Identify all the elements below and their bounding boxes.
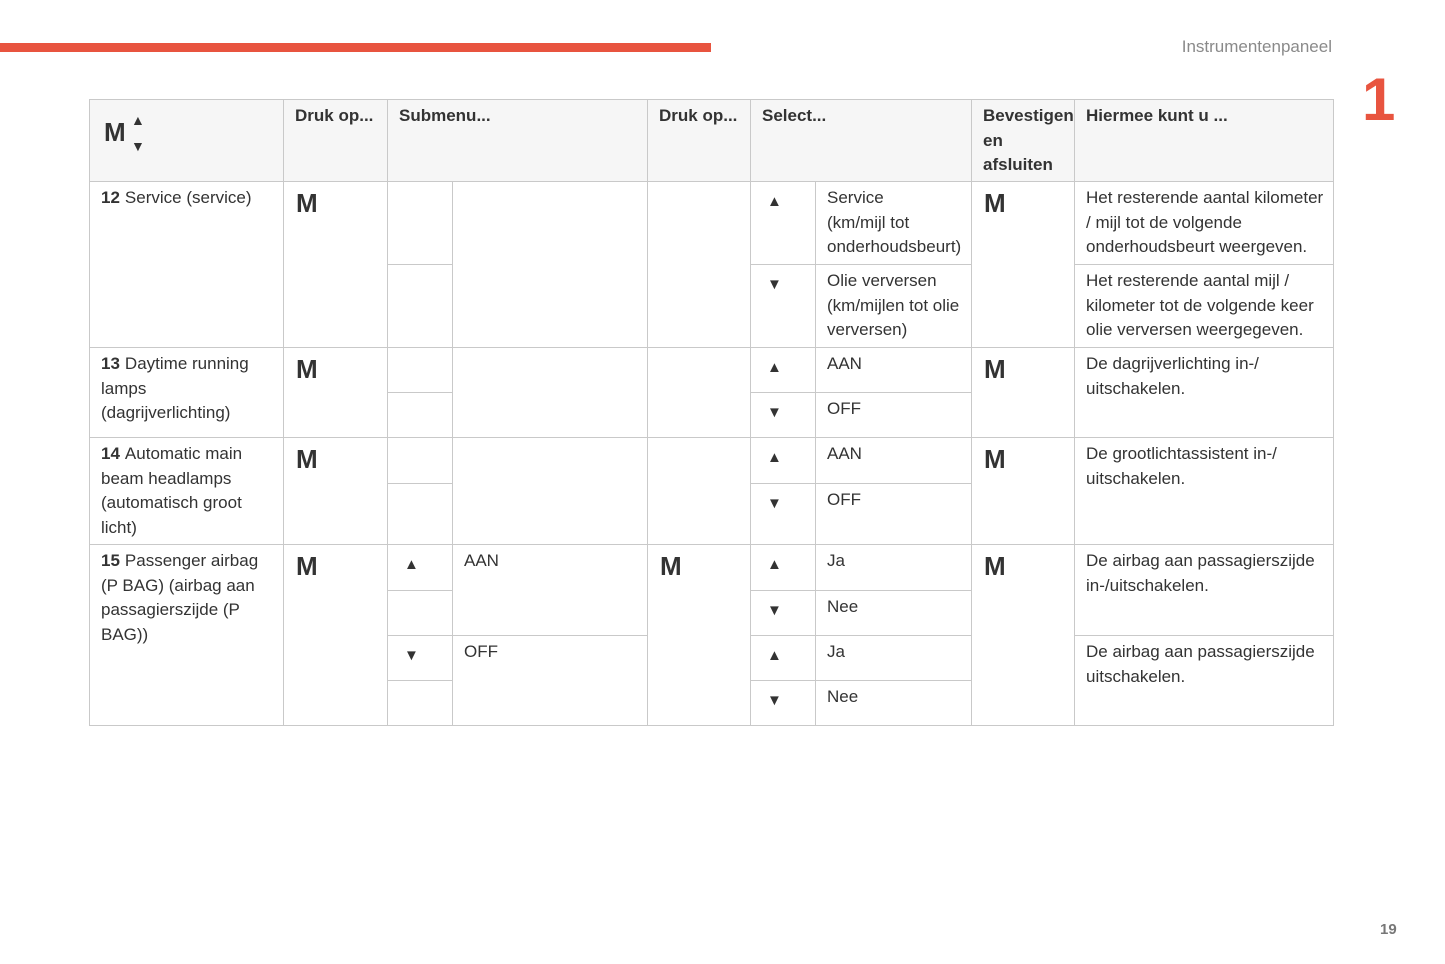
table-cell <box>387 635 453 681</box>
cell-text: AAN <box>827 354 862 373</box>
table-cell <box>89 99 284 182</box>
table-cell <box>647 347 751 438</box>
cell-text: OFF <box>464 642 498 661</box>
table-cell <box>387 392 453 438</box>
cell-text: OFF <box>827 399 861 418</box>
arrow-icon: ▲ <box>131 112 145 128</box>
menu-key: M <box>984 444 1006 474</box>
table-cell <box>750 635 816 681</box>
table-cell <box>971 99 1075 182</box>
cell-text: Select... <box>762 106 827 125</box>
arrow-icon: ▲ <box>767 647 782 664</box>
arrow-icon: ▲ <box>767 359 782 376</box>
table-cell <box>452 437 648 545</box>
menu-key: M <box>296 354 318 384</box>
table-cell <box>750 347 816 393</box>
cell-text: De airbag aan passagierszijde uitschakel… <box>1086 642 1315 686</box>
cell-text: Hiermee kunt u ... <box>1086 106 1228 125</box>
cell-text: Het resterende aantal kilometer / mijl t… <box>1086 188 1324 256</box>
cell-text: Druk op... <box>295 106 374 125</box>
cell-text: AAN <box>464 551 499 570</box>
row-label: 15 Passenger airbag (P BAG) (airbag aan p… <box>101 549 275 647</box>
menu-key: M <box>660 551 682 581</box>
row-name: Service (service) <box>124 188 252 207</box>
page-number: 19 <box>1380 921 1397 938</box>
cell-text: Bevestigen en afsluiten <box>983 106 1074 174</box>
row-label: 12 Service (service) <box>101 186 275 211</box>
cell-text: Olie verversen (km/mijlen tot olie verve… <box>827 271 960 339</box>
cell-text: Ja <box>827 551 845 570</box>
table-cell <box>750 264 816 348</box>
row-label: 13 Daytime running lamps (dagrijverlichti… <box>101 352 275 426</box>
row-label: 14 Automatic main beam headlamps (automat… <box>101 442 275 540</box>
table-cell <box>750 590 816 636</box>
menu-key: M <box>296 188 318 218</box>
table-cell <box>387 483 453 545</box>
chapter-number: 1 <box>1362 66 1396 133</box>
row-number: 15 <box>101 551 120 570</box>
cell-text: De grootlichtassistent in-/ uitschakelen… <box>1086 444 1277 488</box>
table-cell <box>750 181 816 265</box>
arrow-icon: ▲ <box>404 556 419 573</box>
cell-text: De dagrijverlichting in-/ uitschakelen. <box>1086 354 1259 398</box>
arrow-icon: ▼ <box>404 647 419 664</box>
cell-text: Ja <box>827 642 845 661</box>
cell-text: AAN <box>827 444 862 463</box>
cell-text: Het resterende aantal mijl / kilometer t… <box>1086 271 1314 339</box>
cell-text: Nee <box>827 597 859 616</box>
table-cell <box>452 181 648 348</box>
table-cell <box>1074 635 1334 726</box>
table-cell <box>750 437 816 484</box>
table-cell <box>647 181 751 348</box>
table-cell <box>387 181 453 265</box>
row-number: 12 <box>101 188 120 207</box>
table-cell <box>750 483 816 545</box>
table-cell <box>750 680 816 726</box>
arrow-icon: ▼ <box>767 602 782 619</box>
menu-key: M <box>984 551 1006 581</box>
cell-text: Druk op... <box>659 106 738 125</box>
row-number: 14 <box>101 444 120 463</box>
table-cell <box>387 590 453 636</box>
menu-key: M <box>984 188 1006 218</box>
arrow-icon: ▼ <box>131 138 145 154</box>
table-cell <box>1074 99 1334 182</box>
table-cell <box>387 680 453 726</box>
arrow-icon: ▼ <box>767 276 782 293</box>
menu-key: M <box>296 551 318 581</box>
cell-text: Service (km/mijl tot onderhoudsbeurt) <box>827 188 962 256</box>
table-cell <box>647 99 751 182</box>
arrow-icon: ▼ <box>767 692 782 709</box>
table-cell <box>750 544 816 591</box>
table-cell <box>283 99 388 182</box>
cell-text: OFF <box>827 490 861 509</box>
table-cell <box>452 347 648 438</box>
menu-key: M <box>296 444 318 474</box>
table-cell <box>387 347 453 393</box>
cell-text: De airbag aan passagierszijde in-/uitsch… <box>1086 551 1315 595</box>
row-number: 13 <box>101 354 120 373</box>
table-cell <box>750 392 816 438</box>
row-name: Passenger airbag (P BAG) (airbag aan pas… <box>101 551 259 644</box>
menu-key: M <box>984 354 1006 384</box>
table-cell <box>387 544 453 591</box>
arrow-icon: ▲ <box>767 193 782 210</box>
row-name: Automatic main beam headlamps (automatis… <box>101 444 243 537</box>
section-title: Instrumentenpaneel <box>1181 37 1332 56</box>
cell-text: Submenu... <box>399 106 491 125</box>
arrow-icon: ▲ <box>767 556 782 573</box>
table-cell <box>387 264 453 348</box>
table-cell <box>647 437 751 545</box>
table-cell <box>387 437 453 484</box>
accent-bar <box>0 43 711 52</box>
row-name: Daytime running lamps (dagrijverlichting… <box>101 354 249 422</box>
arrow-icon: ▼ <box>767 404 782 421</box>
table-cell <box>750 99 972 182</box>
cell-text: Nee <box>827 687 859 706</box>
table-cell <box>387 99 648 182</box>
menu-key: M <box>104 117 126 147</box>
arrow-icon: ▼ <box>767 495 782 512</box>
arrow-icon: ▲ <box>767 449 782 466</box>
